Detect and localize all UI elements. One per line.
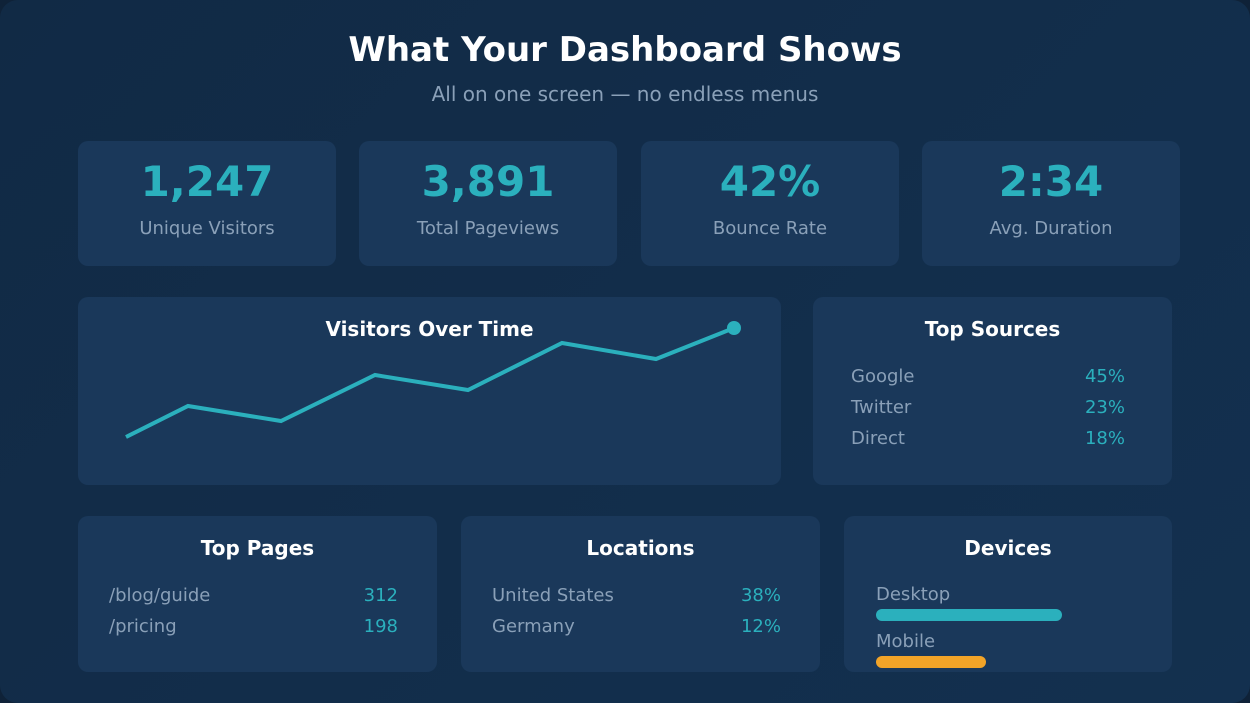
device-label: Mobile xyxy=(876,631,936,652)
visitors-chart-card: Visitors Over Time xyxy=(78,297,781,485)
list-item: United States 38% xyxy=(492,585,781,606)
card-title: Locations xyxy=(586,536,695,560)
chart-title: Visitors Over Time xyxy=(325,317,534,341)
list-item: Direct 18% xyxy=(851,428,1125,449)
page-title: What Your Dashboard Shows xyxy=(348,30,902,70)
list-item: Germany 12% xyxy=(492,616,781,637)
stat-value: 2:34 xyxy=(998,157,1104,206)
list-item: Twitter 23% xyxy=(851,397,1125,418)
stat-value: 42% xyxy=(719,157,821,206)
stat-card-total-pageviews: 3,891 Total Pageviews xyxy=(359,141,617,266)
top-pages-card: Top Pages /blog/guide 312 /pricing 198 xyxy=(78,516,437,672)
visitors-series-line xyxy=(125,326,735,439)
devices-card: Devices Desktop Mobile xyxy=(844,516,1172,672)
card-title: Devices xyxy=(964,536,1052,560)
stat-label: Total Pageviews xyxy=(416,218,560,239)
stat-value: 3,891 xyxy=(421,157,555,206)
mobile-bar xyxy=(876,656,986,668)
page-subtitle: All on one screen — no endless menus xyxy=(431,82,819,106)
stat-label: Bounce Rate xyxy=(712,218,828,239)
stat-card-bounce-rate: 42% Bounce Rate xyxy=(641,141,899,266)
device-label: Desktop xyxy=(876,584,951,605)
stat-card-unique-visitors: 1,247 Unique Visitors xyxy=(78,141,336,266)
desktop-bar xyxy=(876,609,1063,621)
list-item: /pricing 198 xyxy=(109,616,398,637)
stat-value: 1,247 xyxy=(140,157,274,206)
stat-label: Unique Visitors xyxy=(139,218,275,239)
visitors-line-chart xyxy=(125,321,741,439)
stat-card-avg-duration: 2:34 Avg. Duration xyxy=(922,141,1180,266)
card-title: Top Sources xyxy=(924,317,1061,341)
top-sources-card: Top Sources Google 45% Twitter 23% Direct 1… xyxy=(813,297,1172,485)
card-title: Top Pages xyxy=(200,536,315,560)
list-item: Google 45% xyxy=(851,366,1125,387)
latest-point-marker xyxy=(727,321,741,335)
stat-label: Avg. Duration xyxy=(989,218,1113,239)
locations-card: Locations United States 38% Germany 12% xyxy=(461,516,820,672)
list-item: /blog/guide 312 xyxy=(109,585,398,606)
